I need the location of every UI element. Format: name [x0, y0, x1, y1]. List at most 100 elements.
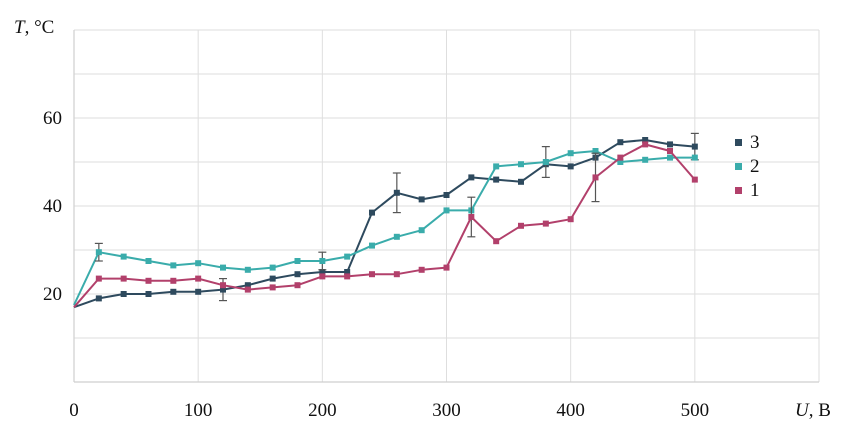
legend-marker-1 — [735, 187, 742, 194]
data-point — [542, 220, 549, 227]
x-tick-label: 400 — [556, 400, 585, 421]
x-tick-labels: 0 100 200 300 400 500 — [69, 400, 709, 421]
data-point — [344, 273, 351, 280]
data-point — [642, 141, 649, 148]
data-point — [269, 264, 276, 271]
x-tick-label: 300 — [432, 400, 461, 421]
data-point — [667, 141, 673, 148]
legend-label-3: 3 — [750, 132, 760, 153]
x-axis-label: U, В — [795, 400, 831, 421]
axes — [73, 30, 819, 383]
data-point — [170, 262, 177, 269]
data-point — [120, 291, 127, 297]
data-point — [145, 277, 152, 284]
data-point — [369, 242, 375, 249]
grid-lines — [74, 29, 820, 382]
series-1 — [73, 141, 698, 308]
data-point — [244, 286, 251, 293]
data-point — [468, 174, 475, 181]
y-tick-labels: 20 40 60 — [43, 108, 62, 305]
data-point — [493, 176, 500, 183]
data-point — [418, 266, 425, 273]
data-point — [443, 264, 450, 271]
y-tick-label: 20 — [43, 284, 62, 305]
series-line — [73, 150, 695, 306]
data-point — [319, 273, 326, 280]
data-point — [468, 214, 475, 220]
data-point — [120, 275, 127, 282]
data-point — [418, 227, 425, 234]
data-point — [443, 192, 450, 198]
data-point — [120, 253, 127, 260]
data-point — [344, 269, 351, 275]
data-point — [170, 288, 177, 295]
legend: 3 2 1 — [735, 132, 760, 201]
y-axis-label: T, °C — [14, 17, 54, 38]
data-point — [369, 271, 375, 278]
data-point — [195, 260, 202, 267]
data-point — [369, 209, 375, 216]
data-point — [294, 258, 301, 264]
x-tick-label: 500 — [681, 400, 710, 421]
data-point — [269, 275, 276, 282]
data-point — [294, 271, 301, 278]
data-point — [294, 282, 301, 289]
data-point — [493, 238, 500, 245]
data-point — [319, 258, 326, 264]
series-line — [73, 143, 696, 308]
data-point — [691, 154, 698, 161]
data-point — [617, 154, 624, 161]
data-point — [667, 148, 673, 154]
data-point — [691, 143, 698, 150]
data-point — [667, 154, 673, 161]
data-point — [617, 159, 624, 165]
data-point — [592, 174, 599, 181]
data-point — [95, 275, 102, 282]
data-point — [518, 178, 524, 185]
legend-label-2: 2 — [750, 156, 760, 177]
data-point — [244, 282, 251, 289]
data-point — [567, 150, 574, 157]
y-tick-label: 60 — [43, 108, 62, 129]
series-layer — [73, 132, 699, 309]
data-point — [418, 196, 425, 203]
data-point — [443, 207, 450, 214]
data-point — [518, 222, 524, 229]
data-point — [269, 284, 276, 291]
data-point — [493, 163, 500, 170]
data-point — [95, 249, 102, 256]
data-point — [592, 148, 599, 154]
data-point — [145, 291, 152, 297]
data-point — [220, 282, 226, 289]
data-point — [145, 258, 152, 264]
data-point — [642, 137, 649, 143]
data-point — [518, 161, 524, 168]
data-point — [220, 264, 226, 271]
data-point — [195, 275, 202, 282]
series-line — [73, 139, 695, 309]
data-point — [95, 295, 102, 302]
y-tick-label: 40 — [43, 196, 62, 217]
data-point — [567, 163, 574, 170]
data-point — [319, 269, 326, 275]
data-point — [567, 216, 574, 223]
data-point — [542, 159, 549, 165]
legend-marker-2 — [735, 163, 742, 170]
legend-label-1: 1 — [750, 180, 760, 201]
data-point — [617, 139, 624, 146]
data-point — [393, 233, 400, 240]
legend-marker-3 — [735, 139, 742, 146]
data-point — [393, 189, 400, 196]
data-point — [393, 271, 400, 278]
data-point — [170, 277, 177, 284]
series-3 — [73, 132, 699, 309]
data-point — [691, 176, 698, 183]
data-point — [244, 266, 251, 273]
x-tick-label: 0 — [69, 400, 79, 421]
x-tick-label: 100 — [184, 400, 213, 421]
x-tick-label: 200 — [308, 400, 337, 421]
data-point — [220, 286, 226, 293]
data-point — [642, 156, 649, 163]
data-point — [195, 288, 202, 295]
